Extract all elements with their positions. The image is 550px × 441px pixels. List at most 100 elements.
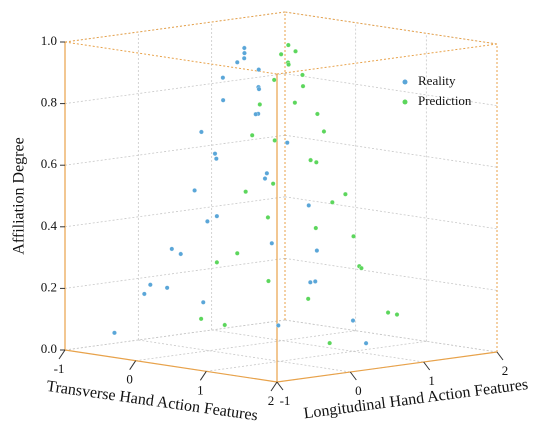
point bbox=[315, 111, 320, 117]
point bbox=[300, 83, 306, 89]
point bbox=[262, 176, 268, 181]
y-tick-label: 0 bbox=[355, 383, 362, 398]
z-tick-label: 1.0 bbox=[41, 33, 57, 48]
point bbox=[285, 42, 291, 48]
x-axis-title: Transverse Hand Action Features bbox=[45, 378, 258, 425]
y-tick bbox=[349, 371, 357, 381]
point bbox=[278, 51, 284, 57]
legend-label: Reality bbox=[418, 73, 456, 88]
x-tick-label: 0 bbox=[126, 372, 133, 387]
z-tick-label: 0.8 bbox=[41, 95, 57, 110]
point bbox=[141, 291, 147, 297]
point bbox=[242, 50, 247, 56]
point bbox=[198, 316, 204, 322]
point bbox=[234, 250, 240, 256]
point bbox=[313, 225, 319, 231]
point bbox=[293, 48, 298, 54]
point bbox=[312, 279, 318, 284]
grid-line bbox=[64, 134, 286, 166]
point bbox=[272, 138, 278, 143]
point bbox=[220, 97, 226, 103]
y-axis bbox=[276, 351, 498, 383]
y-tick bbox=[423, 361, 431, 371]
point bbox=[222, 322, 228, 328]
point bbox=[286, 62, 291, 67]
point bbox=[394, 312, 400, 317]
point bbox=[147, 282, 153, 288]
point bbox=[243, 189, 249, 195]
legend-label: Prediction bbox=[418, 93, 472, 108]
point bbox=[359, 265, 364, 271]
point bbox=[306, 203, 312, 208]
x-tick-label: 1 bbox=[197, 382, 204, 397]
y-axis-title: Longitudinal Hand Action Features bbox=[303, 376, 529, 422]
grid-line bbox=[135, 330, 356, 362]
point bbox=[169, 246, 175, 252]
point bbox=[327, 340, 333, 346]
x-axis bbox=[64, 349, 278, 383]
z-tick-label: 0.4 bbox=[41, 218, 58, 233]
point bbox=[275, 323, 281, 328]
grid-line bbox=[64, 258, 286, 289]
grid-line bbox=[284, 258, 498, 291]
point bbox=[178, 251, 184, 257]
point bbox=[329, 199, 335, 205]
point bbox=[363, 340, 369, 346]
x-tick bbox=[270, 381, 278, 392]
y-tick bbox=[276, 381, 284, 391]
point bbox=[164, 285, 170, 291]
y-tick-label: 2 bbox=[502, 363, 509, 378]
z-tick-label: 0.6 bbox=[41, 156, 58, 171]
point bbox=[313, 159, 319, 165]
point bbox=[264, 170, 270, 176]
point bbox=[256, 86, 262, 92]
point bbox=[241, 55, 247, 61]
point bbox=[112, 330, 117, 336]
x-tick-label: -1 bbox=[54, 361, 65, 376]
point bbox=[343, 191, 348, 197]
point bbox=[305, 296, 311, 302]
point bbox=[205, 219, 210, 224]
y-tick bbox=[496, 351, 504, 361]
point bbox=[214, 213, 220, 219]
point bbox=[265, 215, 271, 220]
point bbox=[385, 310, 391, 315]
point bbox=[220, 75, 226, 81]
point bbox=[214, 260, 220, 265]
grid-line bbox=[284, 196, 498, 230]
y-tick-label: -1 bbox=[280, 393, 291, 408]
point bbox=[314, 248, 320, 253]
point bbox=[241, 45, 247, 51]
point bbox=[308, 157, 313, 163]
grid-line bbox=[284, 319, 498, 353]
x-tick bbox=[58, 349, 66, 360]
x-tick bbox=[199, 371, 207, 381]
point bbox=[321, 129, 327, 134]
y-tick-label: 1 bbox=[428, 373, 435, 388]
point bbox=[234, 59, 240, 65]
point bbox=[350, 318, 356, 323]
point bbox=[192, 188, 197, 193]
point bbox=[200, 299, 206, 305]
point bbox=[270, 181, 276, 187]
x-tick-label: 2 bbox=[268, 393, 275, 408]
grid-line bbox=[206, 340, 427, 372]
x-tick bbox=[129, 360, 137, 370]
point bbox=[284, 140, 290, 146]
point bbox=[300, 72, 305, 78]
z-axis-title: Affiliation Degree bbox=[11, 137, 28, 254]
box-edge bbox=[276, 43, 498, 75]
point bbox=[199, 129, 204, 135]
point bbox=[351, 233, 356, 239]
point bbox=[212, 151, 218, 156]
z-tick-label: 0.2 bbox=[41, 279, 57, 294]
point bbox=[266, 278, 271, 284]
point bbox=[257, 102, 263, 107]
point bbox=[256, 67, 262, 72]
point bbox=[213, 156, 219, 162]
grid-line bbox=[64, 196, 286, 228]
box-edge bbox=[64, 11, 286, 43]
point bbox=[249, 132, 255, 138]
legend-marker bbox=[402, 79, 408, 85]
